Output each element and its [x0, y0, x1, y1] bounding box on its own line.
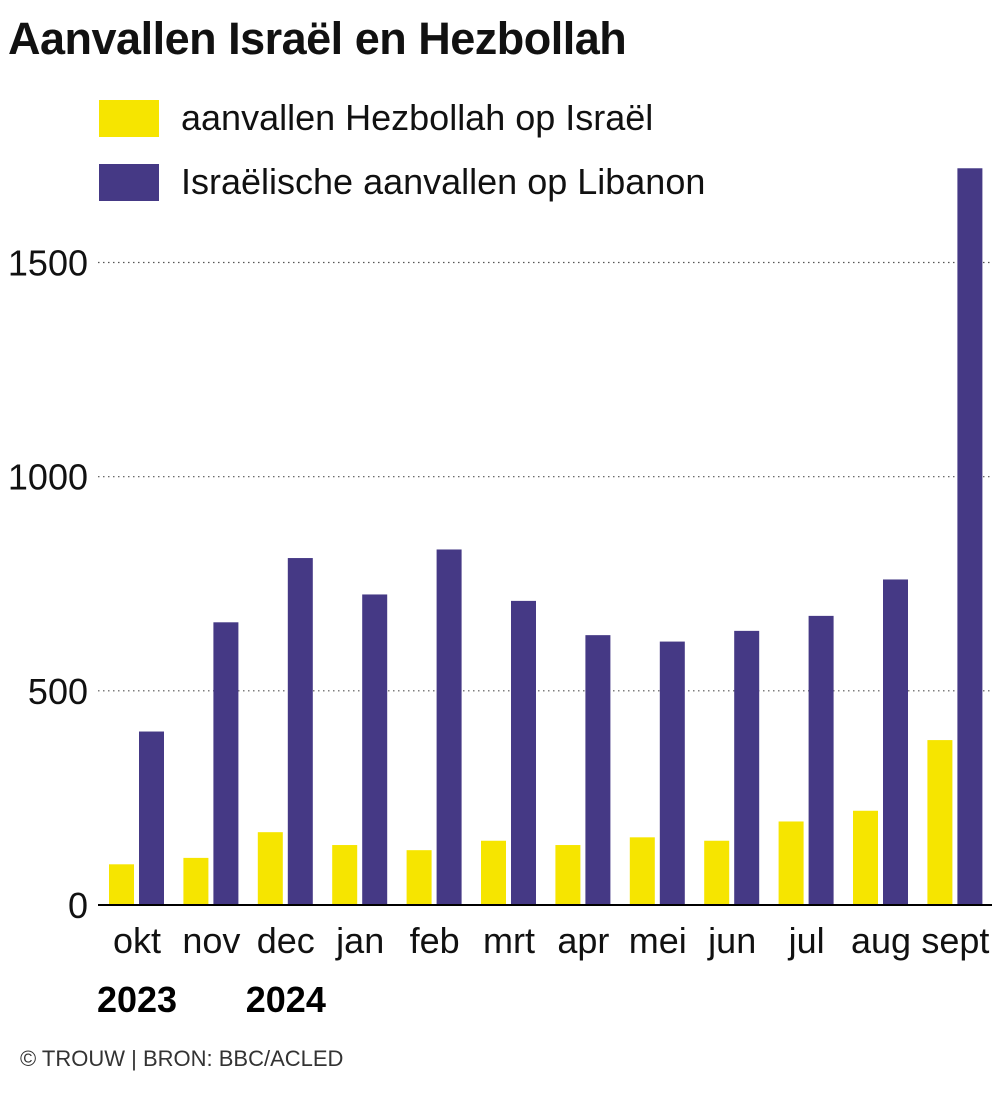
bar-israel — [659, 641, 685, 905]
bar-hezbollah — [109, 864, 134, 905]
bar-israel — [734, 630, 760, 905]
x-tick-label: feb — [410, 920, 460, 961]
x-tick-label: apr — [557, 920, 609, 961]
x-tick-label: jul — [788, 920, 825, 961]
bar-chart: 0 500 1000 1500 okt nov dec jan feb mrt apr mei jun j… — [8, 168, 992, 1020]
y-tick-label: 0 — [68, 885, 88, 926]
legend-label-israel: Israëlische aanvallen op Libanon — [181, 161, 706, 202]
source-credit: © TROUW | BRON: BBC/ACLED — [20, 1046, 344, 1071]
legend-swatch-hezbollah — [99, 99, 159, 137]
x-tick-label: okt — [113, 920, 161, 961]
legend-label-hezbollah: aanvallen Hezbollah op Israël — [181, 97, 654, 138]
bar-israel — [957, 168, 983, 905]
chart-title: Aanvallen Israël en Hezbollah — [8, 13, 627, 64]
bar-israel — [287, 558, 313, 905]
bar-hezbollah — [927, 740, 953, 905]
legend-swatch-israel — [99, 163, 159, 201]
year-label: 2023 — [97, 979, 177, 1020]
legend-item-hezbollah: aanvallen Hezbollah op Israël — [99, 97, 653, 139]
bar-hezbollah — [704, 840, 730, 905]
x-tick-label: nov — [182, 920, 240, 961]
bar-hezbollah — [332, 845, 358, 905]
x-tick-label: aug — [851, 920, 911, 961]
bar-israel — [808, 615, 834, 905]
bar-hezbollah — [481, 840, 506, 905]
x-tick-label: mrt — [483, 920, 535, 961]
y-tick-label: 1500 — [8, 243, 88, 284]
bar-israel — [436, 549, 462, 905]
bar-israel — [585, 635, 611, 905]
x-tick-label: jan — [335, 920, 384, 961]
bar-israel — [139, 731, 164, 905]
legend-item-israel: Israëlische aanvallen op Libanon — [99, 161, 705, 203]
bar-israel — [883, 579, 908, 905]
bar-hezbollah — [629, 837, 655, 905]
bar-israel — [511, 600, 536, 905]
bar-hezbollah — [183, 857, 209, 905]
year-label: 2024 — [246, 979, 326, 1020]
bar-hezbollah — [778, 821, 804, 905]
y-tick-label: 1000 — [8, 457, 88, 498]
bar-hezbollah — [406, 850, 432, 905]
bar-israel — [213, 622, 239, 905]
x-tick-label: mei — [629, 920, 687, 961]
x-tick-label: dec — [257, 920, 315, 961]
bar-hezbollah — [853, 810, 878, 905]
bar-israel — [362, 594, 388, 905]
y-tick-label: 500 — [28, 671, 88, 712]
bar-hezbollah — [555, 845, 581, 905]
x-tick-label: jun — [707, 920, 756, 961]
x-tick-label: sept — [921, 920, 989, 961]
bar-hezbollah — [257, 832, 283, 905]
